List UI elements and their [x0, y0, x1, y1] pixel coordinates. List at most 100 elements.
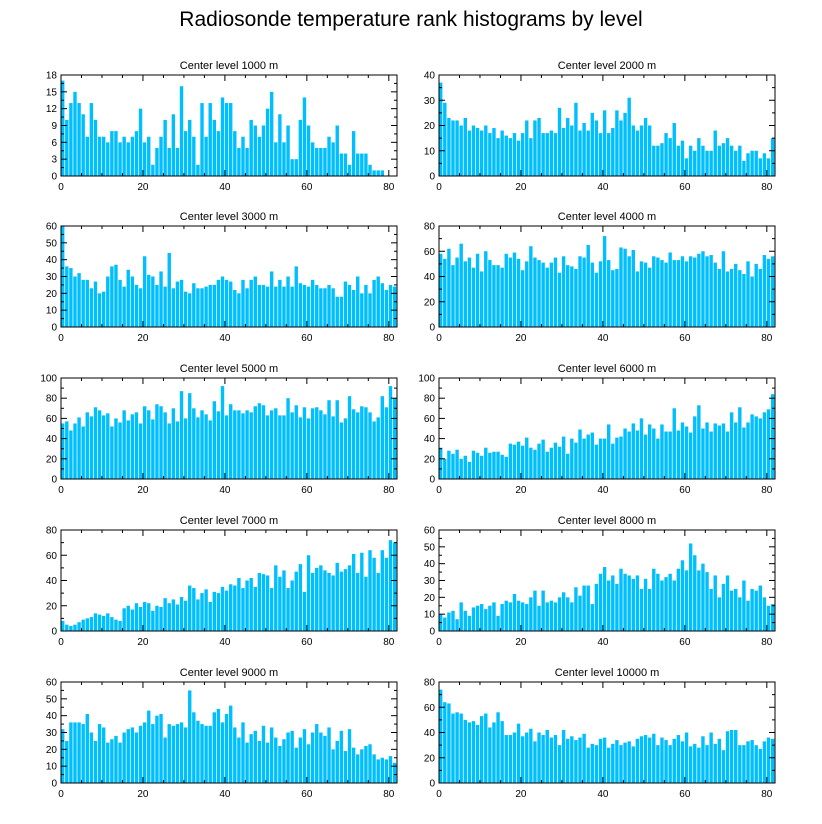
bar	[388, 540, 393, 631]
bar	[253, 276, 257, 327]
bar	[130, 609, 135, 631]
panel-title: Center level 2000 m	[558, 60, 656, 72]
bar	[488, 260, 492, 327]
bar	[688, 432, 693, 479]
bar	[175, 281, 180, 327]
bar	[89, 416, 94, 479]
bar	[200, 593, 204, 631]
bar	[241, 413, 245, 479]
bar	[294, 266, 298, 327]
bar	[615, 583, 619, 631]
bar	[475, 253, 480, 327]
bar	[224, 103, 229, 176]
bar	[750, 740, 754, 783]
bar	[331, 416, 335, 479]
bar	[746, 741, 750, 783]
bar	[537, 260, 541, 327]
bar	[619, 568, 623, 631]
bar	[347, 164, 352, 176]
bar	[97, 136, 102, 176]
x-tick-label: 20	[137, 789, 149, 800]
bar	[249, 279, 253, 327]
panel-9: Center level 9000 m 0 20 40 60 80 0 10 20 30 40 50 6…	[46, 667, 398, 800]
bar	[212, 712, 217, 783]
bar	[672, 580, 676, 631]
bar	[85, 618, 89, 631]
y-tick-label: 40	[46, 255, 58, 266]
bar	[364, 576, 368, 631]
bar	[664, 431, 668, 479]
bar	[541, 439, 545, 479]
bar	[310, 279, 315, 327]
bar	[697, 138, 701, 176]
bar	[451, 120, 455, 176]
y-tick-label: 30	[424, 96, 436, 107]
bar	[529, 728, 533, 783]
bar	[261, 725, 266, 783]
x-tick-label: 60	[301, 182, 313, 193]
bar	[372, 421, 376, 479]
bar	[607, 580, 611, 631]
bar	[114, 131, 118, 176]
bar	[249, 577, 253, 631]
bar	[754, 745, 758, 783]
bar	[360, 293, 364, 327]
bar	[664, 262, 668, 327]
bar	[155, 404, 159, 479]
bar	[85, 412, 89, 479]
bar	[688, 145, 693, 176]
bar	[750, 276, 754, 327]
bar	[319, 565, 323, 631]
bar	[574, 268, 578, 327]
bar	[574, 442, 578, 479]
bar	[233, 289, 237, 327]
bar	[319, 410, 323, 479]
bar	[652, 733, 656, 783]
bar	[439, 689, 443, 783]
bar	[253, 406, 257, 479]
bar	[500, 454, 504, 479]
bar	[766, 258, 771, 327]
bar	[512, 133, 517, 176]
bar	[578, 595, 582, 631]
bar	[343, 569, 348, 631]
panel-title: Center level 5000 m	[180, 363, 278, 375]
bar	[455, 449, 459, 479]
bar	[459, 713, 463, 783]
bar	[598, 261, 603, 327]
bar	[643, 434, 648, 479]
bar	[693, 257, 697, 327]
bar	[479, 455, 484, 479]
y-tick-label: 0	[51, 475, 57, 486]
bar	[467, 722, 472, 783]
bar	[290, 730, 294, 783]
bar	[582, 122, 586, 176]
bar	[676, 430, 681, 479]
bar	[106, 276, 110, 327]
bar	[81, 426, 85, 479]
bar	[351, 409, 356, 479]
bar	[376, 417, 380, 479]
bar	[709, 255, 713, 327]
bar	[380, 757, 385, 783]
bar	[188, 690, 192, 783]
bar	[680, 560, 685, 631]
bar	[163, 598, 167, 631]
bar	[508, 443, 513, 479]
bar	[652, 256, 656, 327]
bar	[167, 603, 171, 631]
bar	[602, 110, 607, 176]
bar	[725, 138, 730, 176]
x-tick-label: 40	[597, 485, 609, 496]
bar	[652, 568, 656, 631]
bar	[623, 248, 627, 327]
y-tick-label: 40	[46, 711, 58, 722]
bar	[200, 410, 204, 479]
y-tick-label: 20	[424, 297, 436, 308]
bar	[746, 261, 750, 327]
bar	[504, 253, 508, 327]
bar	[541, 590, 545, 631]
bar	[360, 552, 364, 631]
bar	[611, 270, 615, 327]
bar	[147, 710, 151, 783]
